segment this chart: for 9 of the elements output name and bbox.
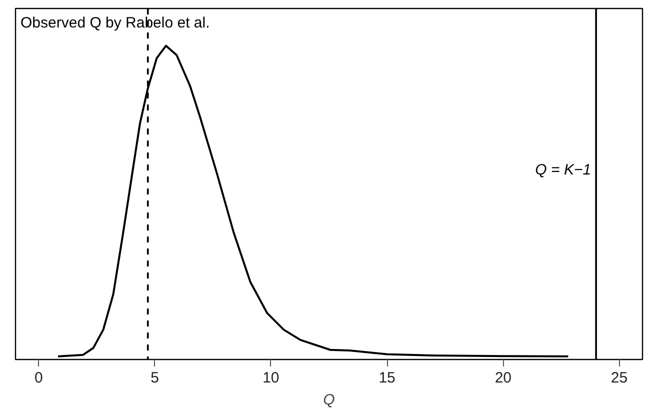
x-tick-label: 15 [378, 370, 396, 386]
x-tick-label: 10 [262, 370, 280, 386]
x-tick-label: 25 [610, 370, 628, 386]
ref-line-label: Observed Q by Rabelo et al. [20, 14, 210, 32]
x-tick-label: 20 [494, 370, 512, 386]
ref-line-label: Q = K−1 [535, 162, 592, 179]
x-tick-label: 5 [150, 370, 160, 386]
x-tick-label: 0 [34, 370, 43, 386]
x-axis-title: Q [323, 392, 336, 408]
